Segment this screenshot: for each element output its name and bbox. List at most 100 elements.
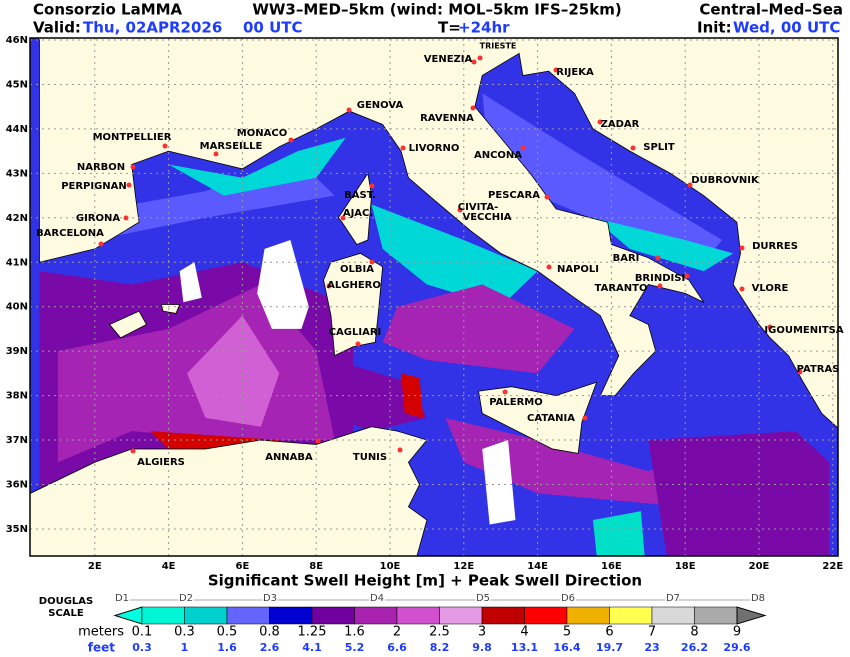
swell-patch <box>334 360 427 432</box>
swell-patch <box>401 373 424 418</box>
lon-label: 12E <box>453 561 474 572</box>
city-label: AJAC. <box>343 208 373 219</box>
city-label: BRINDISI <box>635 273 685 284</box>
city-dot <box>123 215 129 221</box>
city-label: ANCONA <box>474 150 522 161</box>
city-dot <box>655 255 661 261</box>
city-label: BAST. <box>344 190 376 201</box>
map <box>30 38 838 556</box>
city-label: SPLIT <box>643 142 675 153</box>
city-dot <box>355 341 361 347</box>
meters-value: 1.6 <box>344 625 365 640</box>
city-dot <box>162 143 168 149</box>
land <box>37 38 838 429</box>
douglas-label: D2 <box>179 593 193 604</box>
city-dot <box>546 264 552 270</box>
city-dot <box>369 183 375 189</box>
lon-label: 16E <box>601 561 622 572</box>
feet-value: 4.1 <box>302 641 322 654</box>
city-dot <box>582 415 588 421</box>
colorbar-bin <box>269 606 313 625</box>
city-label: MONTPELLIER <box>93 132 172 143</box>
city-label: DURRES <box>752 241 798 252</box>
meters-value: 9 <box>733 625 741 640</box>
colorbar-bin <box>651 606 695 625</box>
lat-label: 46N <box>6 35 28 46</box>
city-dot <box>477 55 483 61</box>
meters-value: 5 <box>563 625 571 640</box>
land <box>108 310 148 339</box>
lat-label: 44N <box>6 124 28 135</box>
colorbar-bin <box>141 606 185 625</box>
swell-patch <box>482 93 723 263</box>
lon-label: 6E <box>236 561 250 572</box>
init-label: Init: <box>697 19 732 37</box>
city-dot <box>130 448 136 454</box>
lat-label: 36N <box>6 480 28 491</box>
swell-patch <box>592 511 645 556</box>
lon-label: 18E <box>675 561 696 572</box>
feet-value: 5.2 <box>345 641 365 654</box>
meters-value: 0.8 <box>259 625 280 640</box>
city-label: TUNIS <box>353 452 387 463</box>
meters-value: 0.3 <box>174 625 195 640</box>
lead: +24hr <box>458 19 510 37</box>
city-label: VECCHIA <box>462 212 511 223</box>
douglas-label: D3 <box>263 593 277 604</box>
lat-label: 41N <box>6 257 28 268</box>
city-dot <box>369 259 375 265</box>
feet-value: 23 <box>644 641 659 654</box>
city-dot <box>397 447 403 453</box>
swell-patch <box>382 284 575 374</box>
douglas-label: D5 <box>476 593 490 604</box>
meters-value: 6 <box>605 625 613 640</box>
meters-value: 1.25 <box>298 625 327 640</box>
city-label: DUBROVNIK <box>691 175 760 186</box>
lon-label: 14E <box>527 561 548 572</box>
map-frame <box>29 37 839 557</box>
city-label: PALERMO <box>489 397 543 408</box>
douglas-label: D1 <box>115 593 129 604</box>
swell-patch <box>445 417 723 507</box>
city-dot <box>326 283 332 289</box>
feet-value: 6.6 <box>387 641 407 654</box>
city-dot <box>126 182 132 188</box>
city-dot <box>315 438 321 444</box>
feet-value: 9.8 <box>472 641 492 654</box>
douglas-label: D4 <box>370 593 384 604</box>
lat-label: 40N <box>6 302 28 313</box>
colorbar-bin <box>226 606 270 625</box>
feet-value: 1.6 <box>217 641 237 654</box>
colorbar-end <box>736 606 767 625</box>
lat-label: 39N <box>6 346 28 357</box>
org: Consorzio LaMMA <box>33 1 183 19</box>
city-label: ZADAR <box>601 119 640 130</box>
douglas-label: D6 <box>561 593 575 604</box>
city-label: ALGHERO <box>327 280 381 291</box>
city-label: VLORE <box>752 283 789 294</box>
colorbar-bin <box>694 606 738 625</box>
city-dot <box>687 182 693 188</box>
feet-value: 26.2 <box>681 641 708 654</box>
city-dot <box>470 105 476 111</box>
colorbar-bin <box>524 606 568 625</box>
feet-value: 16.4 <box>553 641 580 654</box>
valid-time: 00 UTC <box>243 19 303 37</box>
city-label: GIRONA <box>76 213 120 224</box>
city-label: PERPIGNAN <box>61 181 127 192</box>
city-label: TARANTO <box>595 283 648 294</box>
meters-value: 0.5 <box>217 625 238 640</box>
city-label: RAVENNA <box>420 113 474 124</box>
lon-label: 2E <box>88 561 102 572</box>
city-label: NARBON <box>77 162 125 173</box>
valid-date: Thu, 02APR2026 <box>83 19 222 37</box>
lon-label: 8E <box>309 561 323 572</box>
overlay: 46N 45N 44N 43N 42N 41N 40N 39N 38N 37N 36N 35N 2E 4E… <box>6 35 844 572</box>
city-label: BARI <box>613 253 640 264</box>
city-label: VENEZIA <box>424 54 473 65</box>
city-label: LIVORNO <box>409 143 460 154</box>
meters-label: meters <box>78 625 124 640</box>
meters-value: 2.5 <box>429 625 450 640</box>
city-dot <box>684 273 690 279</box>
city-label: BARCELONA <box>36 228 104 239</box>
